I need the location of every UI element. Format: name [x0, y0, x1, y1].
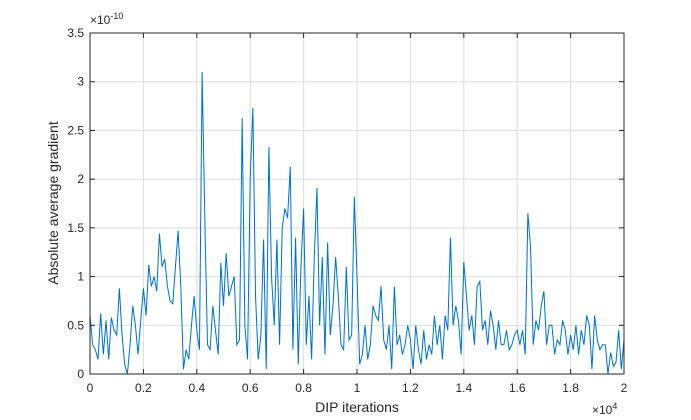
- x-tick-label: 1: [354, 381, 361, 395]
- x-tick-label: 0.6: [242, 381, 259, 395]
- y-axis-label: Absolute average gradient: [45, 121, 61, 285]
- labels: 0 0.2 0.4 0.6 0.8 1 1.2 1.4 1.6 1.8 2 0 0.5 1 1.5 2 2.5 3…: [67, 26, 627, 395]
- y-tick-label: 0: [77, 367, 84, 381]
- x-tick-label: 1.6: [509, 381, 526, 395]
- y-multiplier-base: ×10: [90, 13, 111, 27]
- x-tick-label: 0.4: [188, 381, 205, 395]
- y-tick-label: 1.5: [67, 221, 84, 235]
- plot: [89, 71, 625, 375]
- y-multiplier: ×10-10: [90, 11, 123, 27]
- x-tick-label: 1.4: [455, 381, 472, 395]
- x-multiplier: ×104: [592, 401, 617, 417]
- y-tick-label: 2: [77, 172, 84, 186]
- y-multiplier-exp: -10: [110, 11, 123, 21]
- x-tick-label: 0: [87, 381, 94, 395]
- y-tick-label: 3: [77, 75, 84, 89]
- x-tick-label: 1.8: [562, 381, 579, 395]
- x-multiplier-exp: 4: [612, 401, 617, 411]
- y-tick-label: 3.5: [67, 26, 84, 40]
- x-multiplier-base: ×10: [592, 403, 613, 417]
- y-tick-label: 2.5: [67, 123, 84, 137]
- data-line: [89, 71, 625, 375]
- x-axis-label: DIP iterations: [315, 399, 399, 415]
- x-tick-label: 0.8: [295, 381, 312, 395]
- y-tick-label: 1: [77, 270, 84, 284]
- x-tick-label: 2: [621, 381, 628, 395]
- x-tick-label: 1.2: [402, 381, 419, 395]
- x-tick-label: 0.2: [135, 381, 152, 395]
- y-tick-label: 0.5: [67, 318, 84, 332]
